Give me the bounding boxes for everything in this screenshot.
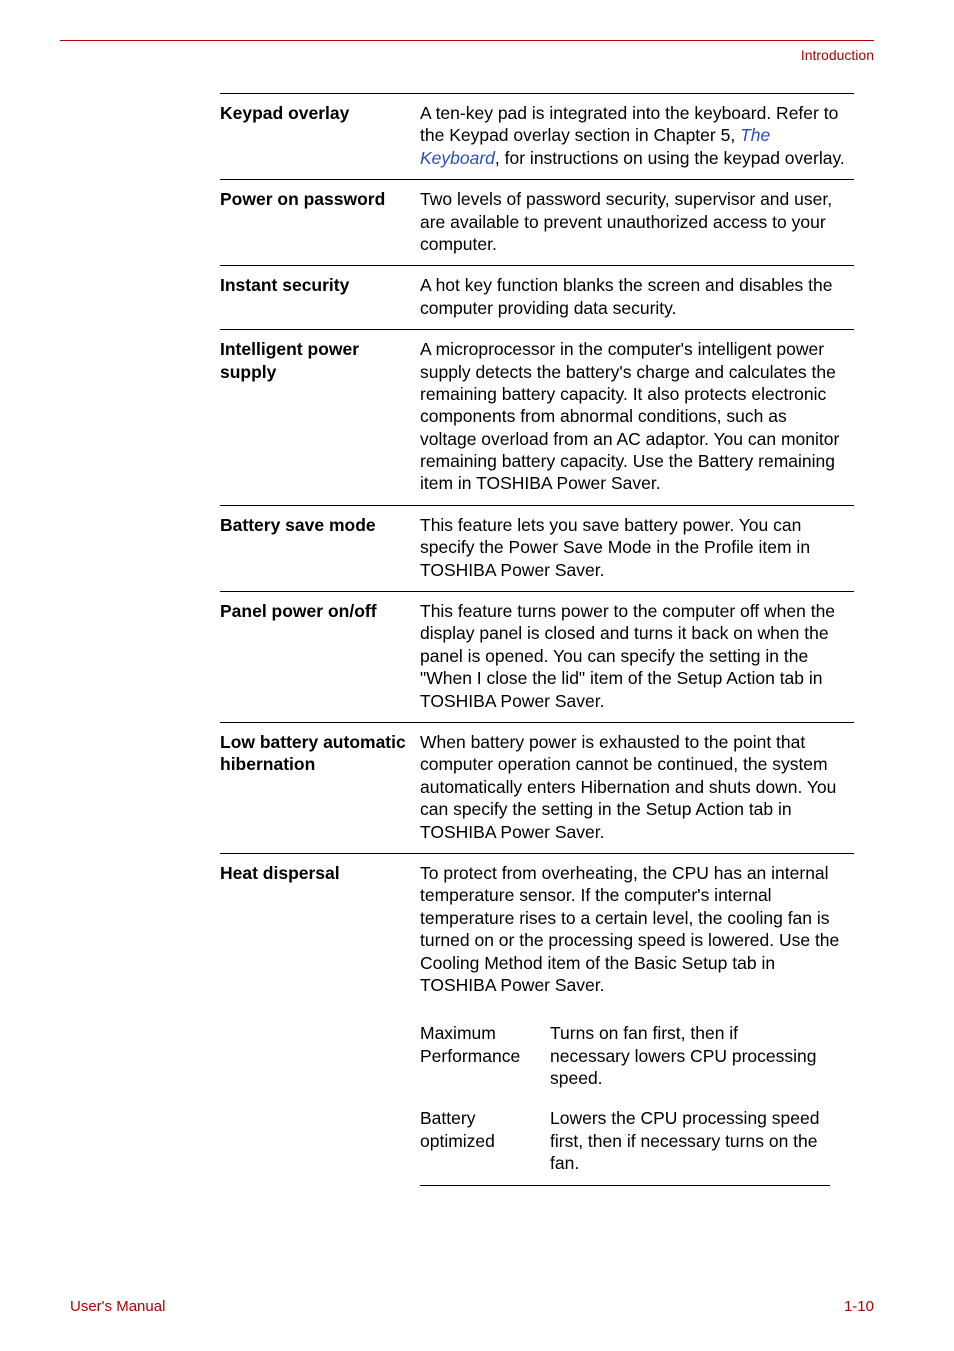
label-power-on-password: Power on password [220,180,420,266]
desc-intelligent-power-supply: A microprocessor in the computer's intel… [420,330,854,506]
header-label: Introduction [100,47,874,63]
row-intelligent-power-supply: Intelligent power supply A microprocesso… [220,330,854,506]
row-panel-power-on-off: Panel power on/off This feature turns po… [220,592,854,723]
label-low-battery: Low battery automatic hibernation [220,722,420,853]
header-rule [60,40,874,41]
subkey-max-performance: Maximum Performance [420,1014,550,1099]
page-root: Introduction Keypad overlay A ten-key pa… [0,0,954,1351]
subtext-max-performance: Turns on fan first, then if necessary lo… [550,1014,830,1099]
page-footer: User's Manual 1-10 [70,1298,874,1315]
desc-heat-dispersal: To protect from overheating, the CPU has… [420,853,854,1006]
subrow-battery-optimized: Battery optimized Lowers the CPU process… [420,1099,830,1185]
desc-keypad-overlay: A ten-key pad is integrated into the key… [420,94,854,180]
desc-low-battery: When battery power is exhausted to the p… [420,722,854,853]
features-table: Keypad overlay A ten-key pad is integrat… [220,93,854,1196]
label-heat-dispersal: Heat dispersal [220,853,420,1006]
text-keypad-before: A ten-key pad is integrated into the key… [420,103,838,145]
label-instant-security: Instant security [220,266,420,330]
text-keypad-after: , for instructions on using the keypad o… [495,148,845,168]
desc-panel-power-on-off: This feature turns power to the computer… [420,592,854,723]
row-instant-security: Instant security A hot key function blan… [220,266,854,330]
desc-power-on-password: Two levels of password security, supervi… [420,180,854,266]
label-heat-dispersal-empty [220,1006,420,1195]
heat-dispersal-subtable: Maximum Performance Turns on fan first, … [420,1014,830,1185]
footer-right: 1-10 [844,1298,874,1315]
row-low-battery: Low battery automatic hibernation When b… [220,722,854,853]
label-keypad-overlay: Keypad overlay [220,94,420,180]
row-keypad-overlay: Keypad overlay A ten-key pad is integrat… [220,94,854,180]
row-heat-dispersal-subtable: Maximum Performance Turns on fan first, … [220,1006,854,1195]
row-power-on-password: Power on password Two levels of password… [220,180,854,266]
footer-left: User's Manual [70,1298,165,1315]
subtext-battery-optimized: Lowers the CPU processing speed first, t… [550,1099,830,1185]
desc-battery-save-mode: This feature lets you save battery power… [420,505,854,591]
desc-heat-dispersal-subtable-cell: Maximum Performance Turns on fan first, … [420,1006,854,1195]
label-panel-power-on-off: Panel power on/off [220,592,420,723]
label-intelligent-power-supply: Intelligent power supply [220,330,420,506]
row-heat-dispersal: Heat dispersal To protect from overheati… [220,853,854,1006]
label-battery-save-mode: Battery save mode [220,505,420,591]
row-battery-save-mode: Battery save mode This feature lets you … [220,505,854,591]
content-area: Keypad overlay A ten-key pad is integrat… [220,93,854,1196]
subkey-battery-optimized: Battery optimized [420,1099,550,1185]
subrow-max-performance: Maximum Performance Turns on fan first, … [420,1014,830,1099]
desc-instant-security: A hot key function blanks the screen and… [420,266,854,330]
